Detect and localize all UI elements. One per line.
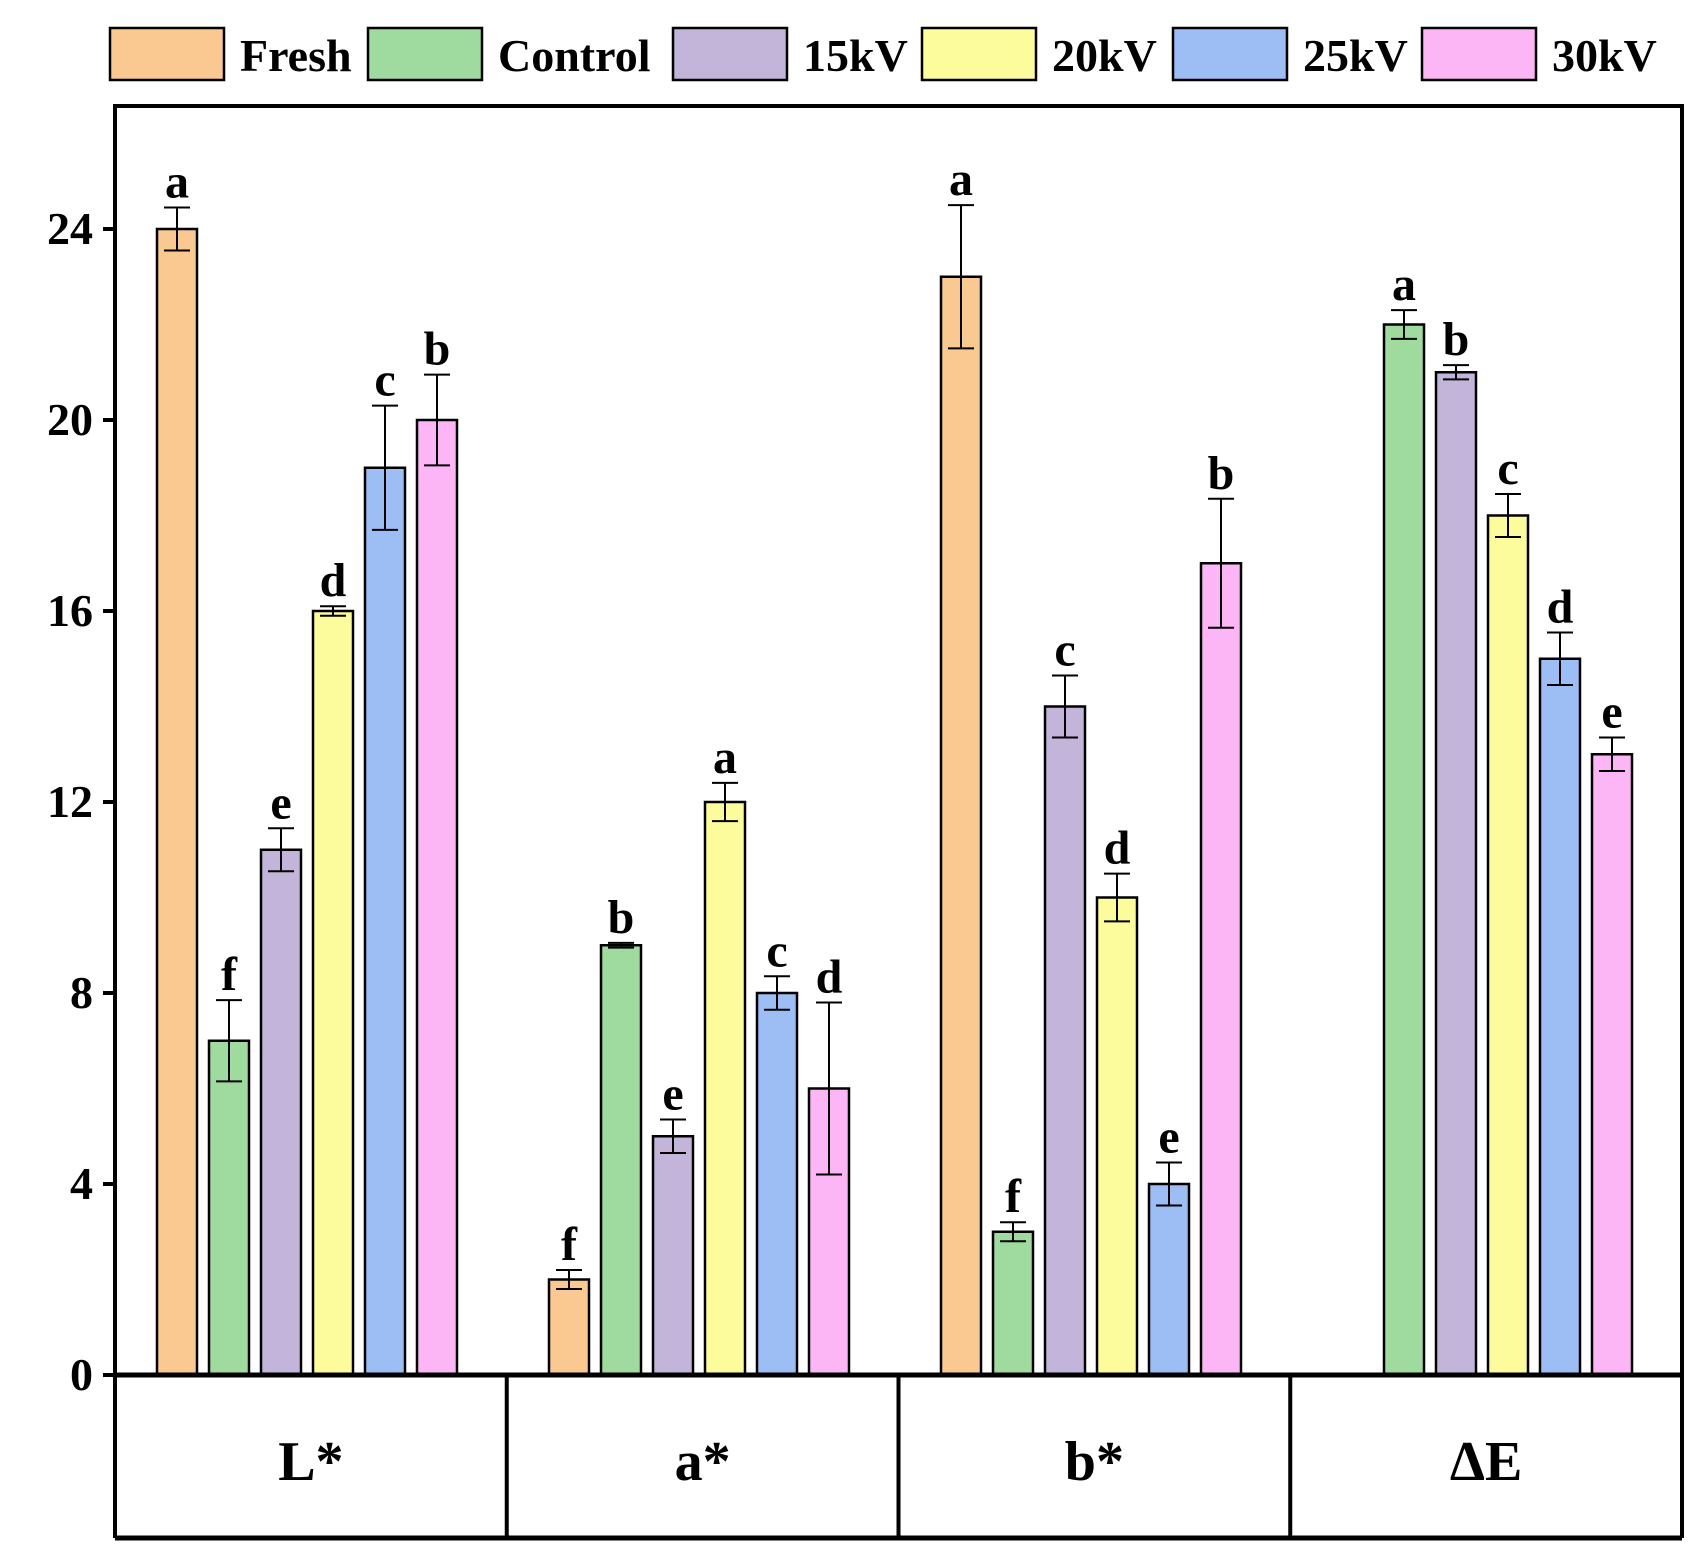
significance-letter: f (1005, 1170, 1022, 1223)
y-tick-label: 4 (70, 1158, 93, 1209)
significance-letter: a (165, 156, 189, 209)
legend-label: Fresh (240, 30, 352, 81)
category-label: L* (278, 1431, 343, 1493)
significance-letter: d (1104, 822, 1131, 875)
significance-letter: d (816, 951, 843, 1004)
bar-15kv-1 (651, 1135, 695, 1377)
legend-label: Control (498, 30, 651, 81)
bar-fresh-0 (155, 227, 199, 1377)
legend-swatch (920, 26, 1038, 82)
bar-15kv-0 (259, 848, 303, 1377)
bar-30kv-3 (1590, 753, 1634, 1377)
bar-25kv-2 (1147, 1182, 1191, 1377)
y-tick-label: 12 (47, 776, 93, 827)
significance-letter: e (1601, 686, 1622, 739)
significance-letter: b (1443, 313, 1470, 366)
legend-swatch (671, 26, 789, 82)
significance-letter: f (561, 1218, 578, 1271)
bar-control-1 (599, 944, 643, 1377)
significance-letter: d (1547, 580, 1574, 633)
legend: Fresh Control 15kV 20kV 25kV 30kV (108, 26, 1657, 82)
significance-letter: c (766, 924, 787, 977)
category-label: ΔE (1450, 1431, 1522, 1493)
legend-label: 25kV (1303, 30, 1408, 81)
bar-25kv-1 (755, 991, 799, 1377)
bar-20kv-1 (703, 800, 747, 1377)
y-tick-label: 16 (47, 585, 93, 636)
bar-30kv-2 (1199, 562, 1243, 1377)
bar-15kv-3 (1434, 371, 1478, 1377)
bar-control-2 (991, 1230, 1035, 1377)
bar-20kv-2 (1095, 896, 1139, 1377)
bar-fresh-2 (939, 275, 983, 1377)
bar-control-3 (1382, 323, 1426, 1377)
significance-letter: b (608, 891, 635, 944)
legend-label: 20kV (1052, 30, 1157, 81)
significance-letter: a (949, 153, 973, 206)
significance-letter: f (221, 948, 238, 1001)
significance-letter: a (713, 731, 737, 784)
significance-letter: b (424, 323, 451, 376)
significance-letter: c (374, 354, 395, 407)
legend-swatch (108, 26, 226, 82)
category-label: b* (1065, 1431, 1124, 1493)
bar-25kv-0 (363, 466, 407, 1377)
legend-swatch (1171, 26, 1289, 82)
bar-fresh-1 (547, 1278, 591, 1377)
y-tick-label: 24 (47, 203, 93, 254)
significance-letter: e (662, 1068, 683, 1121)
bar-30kv-0 (415, 418, 459, 1377)
significance-letter: e (270, 776, 291, 829)
y-tick-label: 8 (70, 967, 93, 1018)
category-label: a* (675, 1431, 731, 1493)
bars (155, 204, 1634, 1377)
y-tick-label: 20 (47, 394, 93, 445)
legend-label: 30kV (1552, 30, 1657, 81)
significance-letter: b (1208, 447, 1235, 500)
axes: 0 4 8 12 16 20 24 L* a* b* ΔE (47, 104, 1684, 1541)
legend-swatch (366, 26, 484, 82)
significance-letter: c (1497, 442, 1518, 495)
bar-control-0 (207, 1039, 251, 1377)
bar-25kv-3 (1538, 657, 1582, 1377)
significance-letter: e (1158, 1111, 1179, 1164)
significance-letter: d (320, 554, 347, 607)
legend-label: 15kV (803, 30, 908, 81)
significance-letter: a (1392, 258, 1416, 311)
bar-15kv-2 (1043, 705, 1087, 1377)
significance-letter: c (1054, 623, 1075, 676)
legend-swatch (1420, 26, 1538, 82)
y-tick-label: 0 (70, 1349, 93, 1400)
bar-20kv-3 (1486, 514, 1530, 1377)
bar-20kv-0 (311, 609, 355, 1377)
